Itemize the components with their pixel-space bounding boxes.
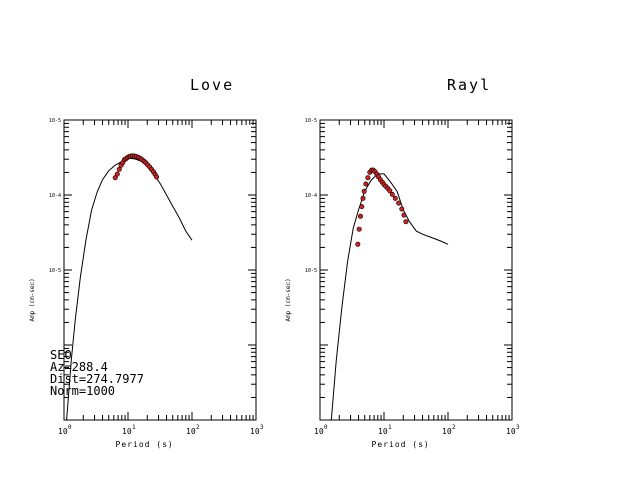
love-panel: Love Amp (cm-sec) Period (s) SEO Az=288.… [29,76,264,449]
rayl-data-point [401,212,407,218]
love-y-tick-label: 10-4 [49,193,61,199]
rayl-data-point [360,195,366,201]
rayl-x-tick-exponent: 0 [324,424,328,431]
rayl-plot-frame [319,119,513,421]
rayl-y-tick-label: 10-4 [305,193,317,199]
love-y-tick-label: 10-5 [49,268,61,274]
rayl-x-tick-exponent: 1 [388,424,392,431]
station-norm: Norm=1000 [50,384,115,398]
rayl-data-point [392,195,398,201]
rayl-data-point [365,175,371,181]
rayl-data-point [363,181,369,187]
station-name: SEO [50,348,72,362]
love-y-axis-label: Amp (cm-sec) [29,278,36,321]
love-x-tick-exponent: 1 [132,424,136,431]
love-x-axis-label: Period (s) [116,440,174,449]
love-data-point [112,175,118,181]
rayl-y-tick-label: 10-5 [305,118,317,124]
rayl-x-tick-label: 10 [314,427,324,436]
rayl-x-tick-label: 10 [442,427,452,436]
love-x-tick-label: 10 [250,427,260,436]
rayl-model-curve [330,173,449,421]
rayl-x-axis-label: Period (s) [372,440,430,449]
love-x-tick-exponent: 2 [196,424,200,431]
rayl-data-point [359,204,365,210]
rayl-data-point [356,226,362,232]
love-data-point [114,171,120,177]
rayl-y-axis-label: Amp (cm-sec) [285,278,292,321]
love-x-tick-label: 10 [186,427,196,436]
rayl-data-point [396,200,402,206]
love-x-tick-exponent: 3 [260,424,264,431]
rayl-data-point [361,188,367,194]
rayl-data-point [357,213,363,219]
rayl-x-tick-exponent: 3 [516,424,520,431]
rayl-data-point [399,206,405,212]
rayl-data-point [355,241,361,247]
love-y-tick-label: 10-5 [49,118,61,124]
rayl-panel: Rayl Amp (cm-sec) Period (s) 10 0 10 1 10 2 10… [285,76,520,449]
love-data-point [154,174,160,180]
rayl-x-tick-label: 10 [378,427,388,436]
rayl-title: Rayl [447,76,491,94]
rayl-x-tick-label: 10 [506,427,516,436]
rayl-data-point [387,188,393,194]
love-x-tick-label: 10 [122,427,132,436]
rayl-data-point [389,191,395,197]
love-x-tick-label: 10 [58,427,68,436]
rayl-y-tick-label: 10-5 [305,268,317,274]
love-title: Love [190,76,234,94]
station-distance: Dist=274.7977 [50,372,144,386]
rayl-x-tick-exponent: 2 [452,424,456,431]
love-x-tick-exponent: 0 [68,424,72,431]
love-data-point [116,166,122,172]
rayl-data-point [403,219,409,225]
